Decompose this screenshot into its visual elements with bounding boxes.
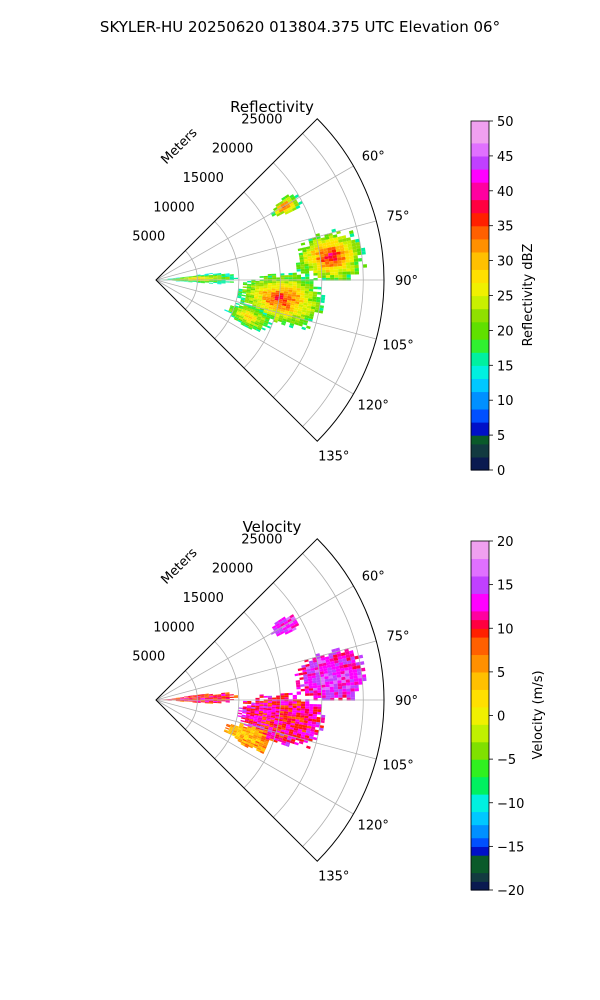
sector-frame <box>155 118 385 442</box>
range-tick-label: 20000 <box>212 142 253 157</box>
colorbar-tick-label: 45 <box>497 150 514 165</box>
colorbar-tick-label: 5 <box>497 429 505 444</box>
azimuth-spoke <box>155 220 377 281</box>
range-tick-label: 5000 <box>132 230 165 245</box>
angle-tick-label: 105° <box>382 338 413 353</box>
reflectivity-colorbar: 0 5 10 15 20 25 30 35 40 45 50 <box>470 115 514 479</box>
reflectivity-range-label: Meters <box>159 125 201 167</box>
azimuth-spoke <box>155 585 354 701</box>
colorbar-tick-label: 0 <box>497 464 505 479</box>
colorbar-tick-label: 10 <box>497 394 514 409</box>
velocity-range-label: Meters <box>159 545 201 587</box>
range-tick-label: 20000 <box>212 562 253 577</box>
azimuth-spoke <box>155 699 354 815</box>
colorbar-tick-label: −10 <box>497 797 524 812</box>
echo-northern-cell <box>270 614 300 637</box>
velocity-panel: Velocity Meters 5000 10000 15000 20000 25000… <box>132 518 546 899</box>
angle-tick-label: 105° <box>382 758 413 773</box>
colorbar-tick-label: 40 <box>497 185 514 200</box>
range-tick-label: 10000 <box>153 200 194 215</box>
colorbar-tick-label: 10 <box>497 622 514 637</box>
angle-tick-label: 90° <box>395 274 418 289</box>
echo-near-field-streak <box>159 273 239 285</box>
angle-tick-label: 120° <box>358 818 389 833</box>
echo-southern-extension <box>223 722 274 755</box>
angle-tick-label: 75° <box>387 630 410 645</box>
velocity-angle-tick-labels: 60° 75° 90° 105° 120° 135° <box>318 570 418 885</box>
range-tick-label: 10000 <box>153 620 194 635</box>
reflectivity-angle-tick-labels: 60° 75° 90° 105° 120° 135° <box>318 150 418 465</box>
range-tick-label: 25000 <box>241 532 282 547</box>
reflectivity-grid <box>155 118 385 442</box>
angle-tick-label: 90° <box>395 694 418 709</box>
velocity-colorbar-label: Velocity (m/s) <box>531 670 546 759</box>
colorbar-tick-label: 20 <box>497 324 514 339</box>
velocity-title: Velocity <box>243 518 302 536</box>
colorbar-tick-label: 25 <box>497 290 514 305</box>
colorbar-tick-label: 15 <box>497 579 514 594</box>
colorbar-tick-label: −20 <box>497 884 524 899</box>
range-tick-label: 5000 <box>132 650 165 665</box>
angle-tick-label: 120° <box>358 398 389 413</box>
colorbar-tick-label: 15 <box>497 359 514 374</box>
echo-central-cell <box>237 272 326 331</box>
colorbar-tick-label: −15 <box>497 840 524 855</box>
colorbar-tick-label: 35 <box>497 220 514 235</box>
echo-eastern-complex <box>295 228 368 281</box>
echo-southern-extension <box>224 302 275 333</box>
reflectivity-title: Reflectivity <box>230 98 314 116</box>
angle-tick-label: 75° <box>387 210 410 225</box>
reflectivity-range-tick-labels: 5000 10000 15000 20000 25000 <box>132 112 282 244</box>
echo-near-field-streak <box>159 692 239 704</box>
sector-frame <box>155 538 385 862</box>
range-tick-label: 15000 <box>183 171 224 186</box>
reflectivity-colorbar-label: Reflectivity dBZ <box>521 244 536 347</box>
range-tick-label: 15000 <box>183 591 224 606</box>
angle-tick-label: 60° <box>362 570 385 585</box>
reflectivity-panel: Reflectivity Meters 5000 10000 15000 20000 2… <box>132 98 536 479</box>
velocity-colorbar: −20 −15 −10 −5 0 5 10 15 20 <box>470 535 524 899</box>
velocity-range-tick-labels: 5000 10000 15000 20000 25000 <box>132 532 282 664</box>
colorbar-tick-label: 30 <box>497 255 514 270</box>
azimuth-spoke <box>155 279 377 340</box>
angle-tick-label: 135° <box>318 450 349 465</box>
velocity-grid <box>155 538 385 862</box>
echo-northern-cell <box>270 194 303 217</box>
azimuth-spoke <box>155 699 377 760</box>
angle-tick-label: 60° <box>362 150 385 165</box>
azimuth-spoke <box>155 279 354 395</box>
colorbar-tick-label: 5 <box>497 666 505 681</box>
colorbar-tick-label: 0 <box>497 710 505 725</box>
reflectivity-echoes <box>159 194 368 333</box>
colorbar-tick-label: 50 <box>497 115 514 130</box>
velocity-echoes <box>159 614 367 755</box>
echo-central-cell <box>237 692 326 750</box>
echo-eastern-complex <box>294 647 367 701</box>
figure-suptitle: SKYLER-HU 20250620 013804.375 UTC Elevat… <box>100 18 500 36</box>
azimuth-spoke <box>155 640 377 701</box>
azimuth-spoke <box>155 165 354 281</box>
colorbar-tick-label: −5 <box>497 753 516 768</box>
colorbar-tick-label: 20 <box>497 535 514 550</box>
range-tick-label: 25000 <box>241 112 282 127</box>
angle-tick-label: 135° <box>318 870 349 885</box>
